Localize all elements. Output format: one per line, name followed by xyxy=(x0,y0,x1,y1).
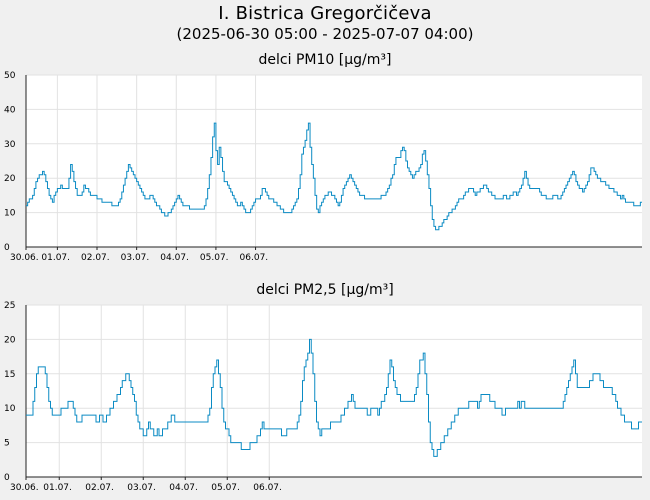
pm10-x-tick-label: 03.07. xyxy=(121,253,150,263)
pm10-x-tick-label: 02.07. xyxy=(81,253,110,263)
pm25-x-tick-label: 01.07. xyxy=(43,483,72,493)
pm25-y-tick-label: 20 xyxy=(4,335,16,345)
pm25-series-line xyxy=(26,338,642,457)
pm25-x-tick-label: 03.07. xyxy=(127,483,156,493)
pm10-y-tick-label: 30 xyxy=(4,140,16,150)
pm25-x-tick-label: 05.07. xyxy=(211,483,240,493)
pm10-y-tick-label: 0 xyxy=(4,243,10,253)
pm25-x-tick-label: 04.07. xyxy=(169,483,198,493)
pm10-y-tick-label: 10 xyxy=(4,209,16,219)
pm25-y-tick-label: 10 xyxy=(4,404,16,414)
pm25-y-tick-label: 5 xyxy=(4,439,10,449)
pm10-series-line xyxy=(26,122,642,231)
pm25-y-tick-label: 25 xyxy=(4,301,15,311)
pm10-x-tick-label: 06.07. xyxy=(240,253,269,263)
pm10-x-tick-label: 30.06. xyxy=(10,253,39,263)
pm25-plot-area xyxy=(26,305,642,477)
pm10-chart-title: delci PM10 [µg/m³] xyxy=(259,52,392,68)
pm25-x-tick-label: 30.06. xyxy=(10,483,39,493)
pm10-x-tick-label: 01.07. xyxy=(41,253,70,263)
pm10-y-tick-label: 50 xyxy=(4,71,16,81)
pm10-plot-area xyxy=(26,75,642,247)
page-title: I. Bistrica Gregorčičeva xyxy=(218,3,432,24)
pm25-y-tick-label: 15 xyxy=(4,370,15,380)
pm25-y-tick-label: 0 xyxy=(4,473,10,483)
pm25-x-tick-label: 06.07. xyxy=(253,483,282,493)
page-subtitle: (2025-06-30 05:00 - 2025-07-07 04:00) xyxy=(176,25,474,43)
pm10-y-tick-label: 20 xyxy=(4,174,16,184)
pm10-x-tick-label: 04.07. xyxy=(160,253,189,263)
pm10-x-tick-label: 05.07. xyxy=(200,253,229,263)
pm10-y-tick-label: 40 xyxy=(4,105,16,115)
pm25-chart-title: delci PM2,5 [µg/m³] xyxy=(256,282,393,298)
pm25-x-tick-label: 02.07. xyxy=(85,483,114,493)
